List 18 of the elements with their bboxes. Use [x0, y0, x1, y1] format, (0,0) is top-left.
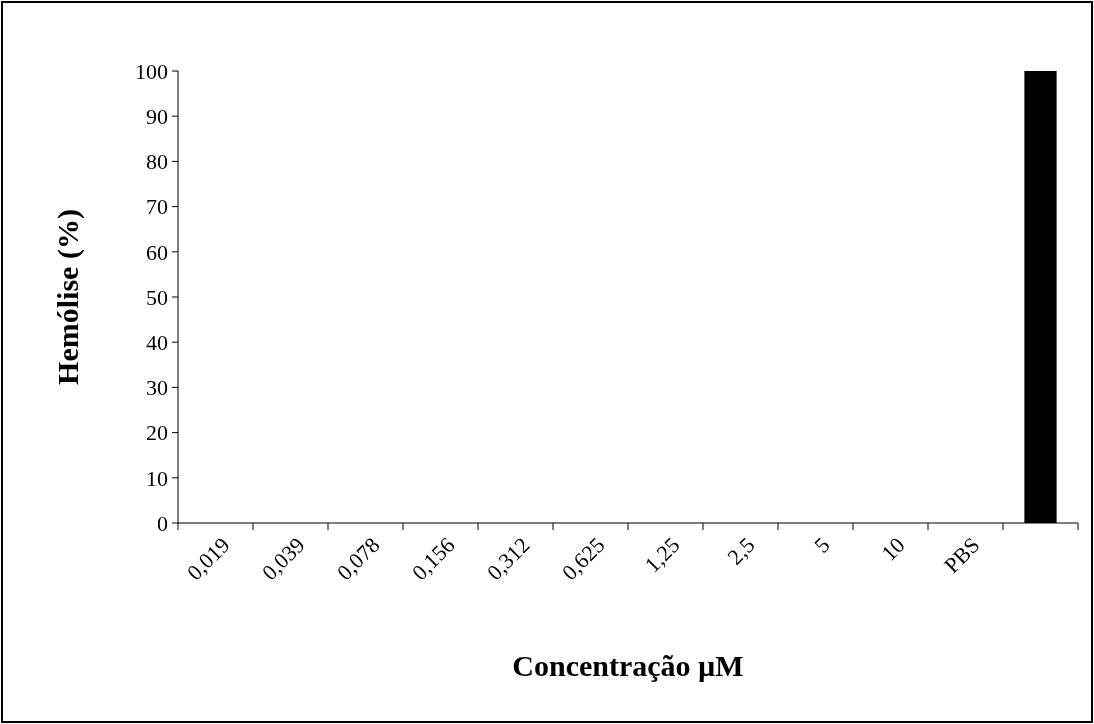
y-tick-label: 80	[146, 149, 168, 175]
y-tick-label: 60	[146, 239, 168, 265]
x-tick-label: 5	[809, 532, 835, 558]
x-tick-label: PBS	[939, 532, 985, 578]
y-tick-label: 50	[146, 284, 168, 310]
y-tick-label: 20	[146, 420, 168, 446]
y-axis-title: Hemólise (%)	[51, 209, 85, 385]
y-tick-label: 90	[146, 103, 168, 129]
x-axis-title: Concentração µM	[512, 649, 744, 682]
y-tick-label: 30	[146, 375, 168, 401]
x-tick-label: 2,5	[722, 532, 760, 570]
y-tick-label: 10	[146, 465, 168, 491]
y-tick-label: 40	[146, 329, 168, 355]
x-tick-label: 1,25	[639, 532, 685, 578]
y-tick-label: 100	[135, 58, 168, 84]
x-tick-label: 10	[876, 532, 910, 566]
y-tick-label: 70	[146, 194, 168, 220]
y-tick-label: 0	[157, 510, 168, 536]
